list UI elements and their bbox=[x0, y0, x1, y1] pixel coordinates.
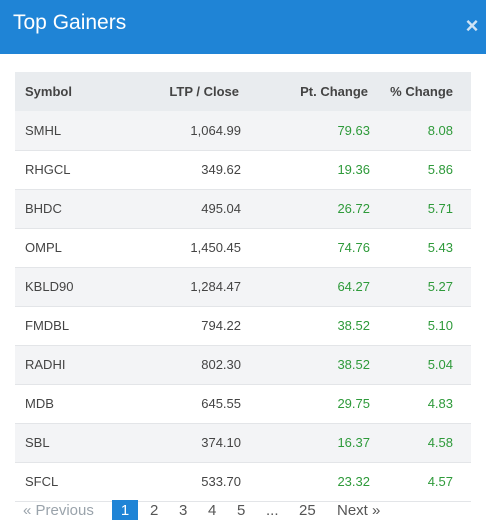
gainers-table: Symbol LTP / Close Pt. Change % Change S… bbox=[15, 72, 471, 502]
pt-change-cell: 38.52 bbox=[337, 318, 370, 333]
table-row[interactable]: BHDC 495.04 26.72 5.71 bbox=[15, 189, 471, 228]
pt-change-cell: 64.27 bbox=[337, 279, 370, 294]
table-header-row: Symbol LTP / Close Pt. Change % Change bbox=[15, 72, 471, 111]
page-link-25[interactable]: 25 bbox=[299, 502, 316, 519]
pt-change-cell: 38.52 bbox=[337, 357, 370, 372]
table-row[interactable]: SMHL 1,064.99 79.63 8.08 bbox=[15, 111, 471, 150]
column-header-ltp[interactable]: LTP / Close bbox=[169, 84, 239, 99]
symbol-cell[interactable]: MDB bbox=[25, 396, 54, 411]
table-row[interactable]: OMPL 1,450.45 74.76 5.43 bbox=[15, 228, 471, 267]
ltp-cell: 1,284.47 bbox=[190, 279, 241, 294]
symbol-cell[interactable]: BHDC bbox=[25, 201, 62, 216]
pt-change-cell: 29.75 bbox=[337, 396, 370, 411]
ltp-cell: 374.10 bbox=[201, 435, 241, 450]
column-header-pct-change[interactable]: % Change bbox=[390, 84, 453, 99]
modal-title: Top Gainers bbox=[13, 11, 127, 34]
column-header-symbol[interactable]: Symbol bbox=[25, 84, 72, 99]
symbol-cell[interactable]: OMPL bbox=[25, 240, 62, 255]
pct-change-cell: 4.83 bbox=[427, 396, 453, 411]
next-page-link[interactable]: Next » bbox=[337, 502, 381, 519]
pct-change-cell: 5.71 bbox=[427, 201, 453, 216]
table-row[interactable]: MDB 645.55 29.75 4.83 bbox=[15, 384, 471, 423]
pct-change-cell: 4.57 bbox=[427, 474, 453, 489]
pt-change-cell: 19.36 bbox=[337, 162, 370, 177]
close-icon[interactable]: × bbox=[465, 13, 479, 38]
page-ellipsis: ... bbox=[266, 502, 279, 519]
table-row[interactable]: RHGCL 349.62 19.36 5.86 bbox=[15, 150, 471, 189]
ltp-cell: 1,064.99 bbox=[190, 122, 241, 138]
symbol-cell[interactable]: FMDBL bbox=[25, 318, 70, 333]
pt-change-cell: 74.76 bbox=[337, 240, 370, 255]
pt-change-cell: 23.32 bbox=[337, 474, 370, 489]
symbol-cell[interactable]: RADHI bbox=[25, 357, 66, 372]
symbol-cell[interactable]: KBLD90 bbox=[25, 279, 74, 294]
table-row[interactable]: RADHI 802.30 38.52 5.04 bbox=[15, 345, 471, 384]
ltp-cell: 1,450.45 bbox=[190, 240, 241, 255]
pct-change-cell: 5.27 bbox=[427, 279, 453, 294]
page-link-2[interactable]: 2 bbox=[150, 502, 159, 519]
table-row[interactable]: SFCL 533.70 23.32 4.57 bbox=[15, 462, 471, 501]
symbol-cell[interactable]: SMHL bbox=[25, 122, 62, 138]
page-link-5[interactable]: 5 bbox=[237, 502, 246, 519]
table-row[interactable]: FMDBL 794.22 38.52 5.10 bbox=[15, 306, 471, 345]
pct-change-cell: 4.58 bbox=[427, 435, 453, 450]
previous-page-link[interactable]: « Previous bbox=[23, 502, 94, 519]
pagination: « Previous 1 2 3 4 5 ... 25 Next » bbox=[0, 499, 486, 523]
table-row[interactable]: SBL 374.10 16.37 4.58 bbox=[15, 423, 471, 462]
ltp-cell: 802.30 bbox=[201, 357, 241, 372]
symbol-cell[interactable]: SFCL bbox=[25, 474, 59, 489]
pt-change-cell: 26.72 bbox=[337, 201, 370, 216]
pct-change-cell: 8.08 bbox=[427, 122, 453, 138]
column-header-pt-change[interactable]: Pt. Change bbox=[300, 84, 368, 99]
pct-change-cell: 5.04 bbox=[427, 357, 453, 372]
page-link-3[interactable]: 3 bbox=[179, 502, 188, 519]
symbol-cell[interactable]: RHGCL bbox=[25, 162, 71, 177]
ltp-cell: 645.55 bbox=[201, 396, 241, 411]
ltp-cell: 533.70 bbox=[201, 474, 241, 489]
symbol-cell[interactable]: SBL bbox=[25, 435, 50, 450]
table-row[interactable]: KBLD90 1,284.47 64.27 5.27 bbox=[15, 267, 471, 306]
modal-header: Top Gainers × bbox=[0, 0, 486, 54]
pt-change-cell: 16.37 bbox=[337, 435, 370, 450]
ltp-cell: 794.22 bbox=[201, 318, 241, 333]
ltp-cell: 495.04 bbox=[201, 201, 241, 216]
pt-change-cell: 79.63 bbox=[337, 122, 370, 138]
pct-change-cell: 5.86 bbox=[427, 162, 453, 177]
pct-change-cell: 5.10 bbox=[427, 318, 453, 333]
page-link-4[interactable]: 4 bbox=[208, 502, 217, 519]
ltp-cell: 349.62 bbox=[201, 162, 241, 177]
pct-change-cell: 5.43 bbox=[427, 240, 453, 255]
page-link-1[interactable]: 1 bbox=[112, 500, 138, 520]
